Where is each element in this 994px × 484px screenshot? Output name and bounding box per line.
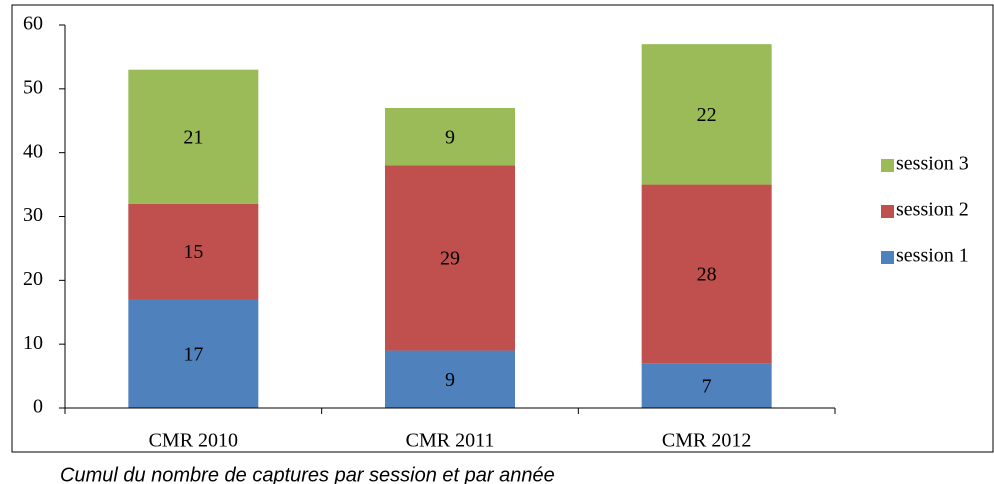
legend-label: session 1 [896, 245, 969, 267]
y-tick-label: 10 [23, 332, 43, 354]
legend-label: session 3 [896, 153, 969, 175]
bar-segment [385, 165, 515, 351]
x-tick-label: CMR 2010 [149, 430, 238, 452]
y-tick-label: 30 [23, 204, 43, 226]
bar-segment [641, 363, 772, 408]
bar-segment [128, 299, 259, 408]
data-label: 7 [702, 375, 712, 397]
data-label: 9 [445, 126, 455, 148]
chart-frame [11, 4, 994, 453]
legend-label: session 2 [896, 199, 969, 221]
data-label: 28 [697, 264, 717, 286]
data-label: 9 [445, 369, 455, 391]
legend-swatch [881, 205, 894, 218]
y-tick-label: 0 [33, 396, 43, 418]
caption: Cumul du nombre de captures par session … [60, 464, 555, 484]
bar-segment [641, 44, 772, 185]
bar-segment [128, 69, 259, 204]
bar-segment [385, 107, 515, 166]
data-label: 22 [697, 104, 717, 126]
data-label: 17 [183, 343, 203, 365]
legend-swatch [881, 251, 894, 264]
y-tick-label: 20 [23, 268, 43, 290]
data-label: 21 [183, 126, 203, 148]
bar-segment [385, 350, 515, 408]
x-tick-label: CMR 2011 [406, 430, 495, 452]
x-tick-label: CMR 2012 [662, 430, 751, 452]
data-label: 29 [440, 248, 460, 270]
bar-segment [128, 203, 259, 300]
legend-swatch [881, 159, 894, 172]
y-tick-label: 50 [23, 76, 43, 98]
y-tick-label: 40 [23, 140, 43, 162]
data-label: 15 [183, 241, 203, 263]
bar-segment [641, 184, 772, 364]
y-tick-label: 60 [23, 13, 43, 35]
